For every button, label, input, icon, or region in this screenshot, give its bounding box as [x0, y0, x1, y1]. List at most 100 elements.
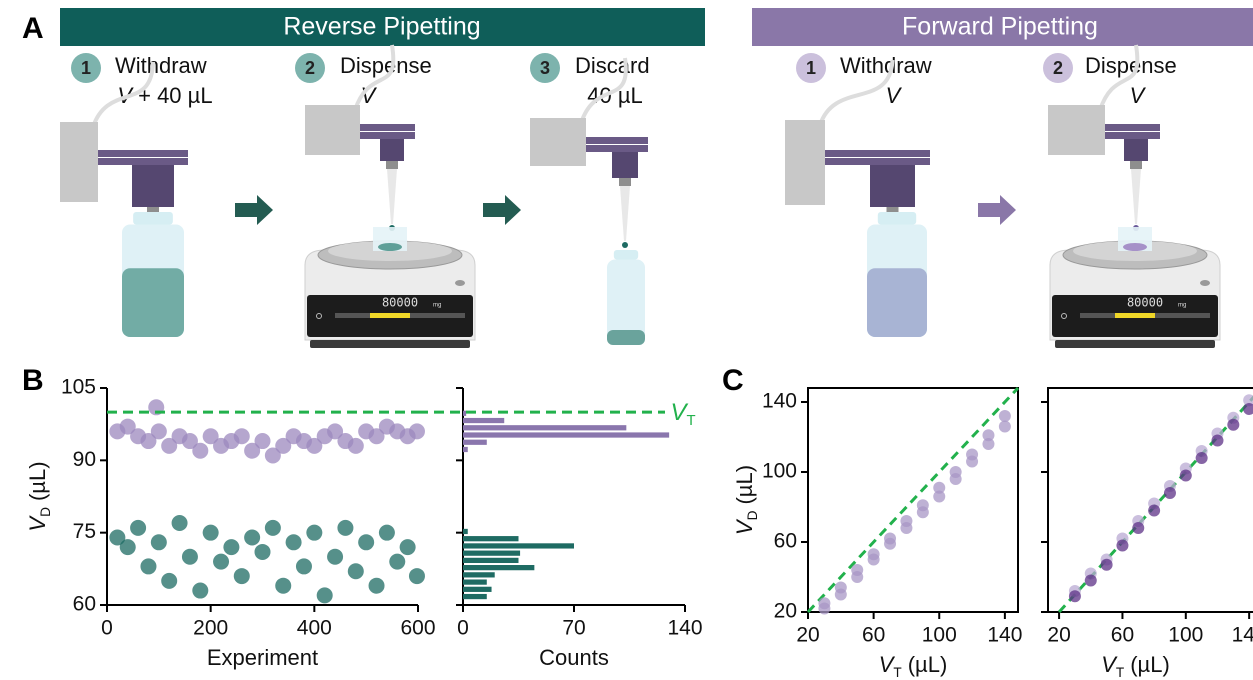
power-button — [316, 313, 322, 319]
pipette-body — [785, 120, 825, 205]
point — [244, 529, 261, 546]
display-digits: 80000 — [1127, 296, 1163, 310]
pipette-arm — [98, 150, 188, 157]
pipette-head — [870, 165, 915, 207]
x-tick-label: 100 — [1168, 624, 1203, 647]
pipette-head — [612, 152, 638, 178]
pool — [378, 243, 402, 251]
point — [1068, 590, 1081, 603]
step-badge — [530, 53, 560, 83]
header-bar — [60, 8, 705, 46]
point — [1148, 504, 1161, 517]
tip-collar — [619, 178, 631, 186]
point — [368, 428, 385, 445]
y-tick-label: 60 — [73, 593, 96, 616]
hist-bar — [463, 432, 670, 438]
point — [389, 553, 406, 570]
pipette-arm — [98, 158, 188, 165]
point — [378, 524, 395, 541]
point — [982, 429, 995, 442]
liquid — [867, 268, 927, 337]
pipette-head — [380, 139, 404, 161]
point — [1179, 469, 1192, 482]
liquid — [607, 330, 645, 345]
point — [347, 563, 364, 580]
pipette-body — [530, 118, 586, 166]
point — [818, 597, 831, 610]
label-subscript: T — [686, 413, 695, 429]
y-tick-label: 60 — [774, 530, 797, 553]
point — [306, 524, 323, 541]
label-subscript: D — [745, 510, 760, 520]
point — [1116, 539, 1129, 552]
step-badge — [1043, 53, 1073, 83]
display-digits: 80000 — [382, 296, 418, 310]
display-key — [1115, 313, 1155, 318]
x-tick-label: 140 — [667, 617, 702, 640]
x-tick-label: 0 — [457, 617, 469, 640]
y-tick-label: 105 — [61, 376, 96, 399]
point — [254, 433, 271, 450]
point — [327, 423, 344, 440]
point — [884, 532, 897, 545]
power-button — [1061, 313, 1067, 319]
point — [982, 438, 995, 450]
step-badge — [71, 53, 101, 83]
point — [295, 558, 312, 575]
step-badge — [295, 53, 325, 83]
point — [998, 420, 1011, 433]
y-tick-label: 140 — [762, 390, 797, 413]
pipette-arm — [825, 150, 930, 157]
label-unit: (µL) — [25, 461, 50, 501]
pipette-head — [1124, 139, 1148, 161]
point — [223, 539, 240, 556]
axis-label: VT — [670, 399, 695, 429]
label-unit: (µL) — [732, 465, 757, 505]
label-unit: (µL) — [1130, 652, 1170, 677]
label-symbol: V — [732, 518, 757, 535]
label-unit: (µL) — [908, 652, 948, 677]
step-volume: V + 40 µL — [117, 83, 212, 108]
point — [399, 539, 416, 556]
pipette-arm — [360, 124, 415, 131]
x-tick-label: 600 — [400, 617, 435, 640]
step-label: Withdraw — [840, 53, 932, 78]
point — [233, 428, 250, 445]
hist-bar — [463, 550, 521, 556]
point — [900, 515, 913, 527]
x-tick-label: 140 — [1232, 624, 1253, 647]
label-symbol: V — [879, 652, 896, 677]
step-number: 1 — [81, 58, 91, 78]
pipette-body — [305, 105, 360, 155]
point — [264, 447, 281, 464]
point — [202, 428, 219, 445]
step-number: 2 — [1053, 58, 1063, 78]
display-unit: mg — [1178, 303, 1186, 309]
hist-bar — [463, 439, 487, 445]
point — [834, 581, 847, 594]
axis-label: VD (µL) — [732, 465, 760, 535]
header-title: Reverse Pipetting — [283, 13, 480, 41]
point — [264, 519, 281, 536]
axis-label: Experiment — [207, 645, 318, 670]
arrow — [978, 195, 1016, 225]
point — [130, 519, 147, 536]
volume-symbol: V — [886, 83, 903, 108]
tube — [91, 61, 155, 128]
point — [192, 582, 209, 599]
panel-letter: A — [22, 12, 44, 45]
point — [1084, 574, 1097, 587]
display-unit: mg — [433, 303, 441, 309]
axis-label: VT (µL) — [879, 652, 948, 680]
panel-letter: B — [22, 364, 44, 397]
point — [916, 499, 929, 512]
label-symbol: V — [1101, 652, 1118, 677]
x-tick-label: 60 — [862, 624, 885, 647]
point — [851, 564, 864, 576]
point — [1195, 452, 1208, 464]
point — [285, 534, 302, 551]
hist-bar — [463, 425, 627, 431]
tube — [818, 59, 895, 126]
step-label: Dispense — [340, 53, 432, 78]
step-label: Withdraw — [115, 53, 207, 78]
